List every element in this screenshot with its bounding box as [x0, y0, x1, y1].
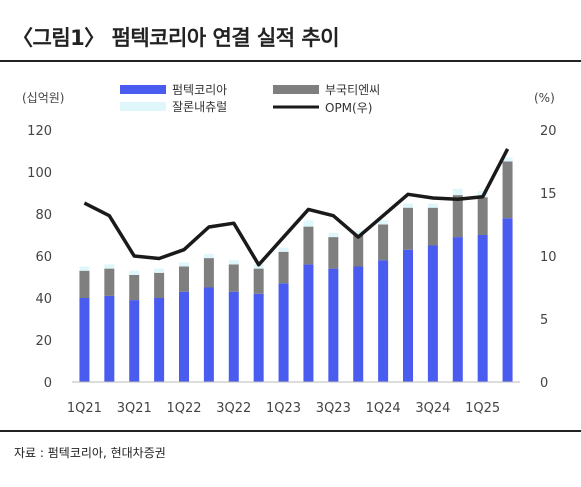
bar-segment-3	[129, 270, 140, 275]
bar-segment-1	[477, 235, 488, 382]
right-tick-label: 20	[540, 124, 557, 139]
bar-segment-1	[378, 260, 389, 382]
left-tick-label: 60	[35, 250, 52, 265]
bar-segment-3	[452, 188, 463, 196]
bar-segment-2	[129, 274, 140, 301]
x-axis: 1Q21 3Q21 1Q22 3Q22 1Q23 3Q23 1Q24 3Q24 1Q25	[67, 401, 500, 416]
legend-swatch-jalon	[120, 102, 166, 111]
bar-segment-2	[452, 195, 463, 238]
left-tick-label: 0	[44, 376, 52, 391]
bar-segment-2	[378, 224, 389, 261]
bar-segment-3	[179, 262, 189, 267]
right-axis-unit: (%)	[534, 91, 555, 105]
bar-segment-1	[203, 287, 214, 382]
bar-segment-1	[278, 283, 289, 382]
bar-segment-1	[502, 218, 513, 382]
bar-segment-2	[228, 264, 239, 292]
bar-segment-2	[303, 226, 314, 265]
bar-segment-1	[179, 291, 189, 382]
legend: 펌텍코리아 부국티엔씨 잘론내츄럴 OPM(우)	[120, 83, 380, 115]
x-tick-label: 1Q23	[266, 401, 301, 416]
bar-segment-1	[353, 266, 364, 382]
bar-segment-2	[278, 251, 289, 284]
left-tick-label: 120	[27, 124, 52, 139]
bar-segment-3	[328, 232, 339, 238]
x-tick-label: 1Q21	[67, 401, 102, 416]
legend-label-pumtech: 펌텍코리아	[172, 83, 227, 97]
x-tick-label: 3Q22	[216, 401, 251, 416]
left-axis-unit: (십억원)	[22, 91, 64, 105]
bar-segment-2	[104, 268, 115, 296]
bar-segment-2	[353, 235, 364, 267]
chart-title: 〈그림1〉 펌텍코리아 연결 실적 추이	[12, 26, 340, 50]
bar-segment-2	[253, 268, 264, 294]
right-tick-label: 15	[540, 187, 557, 202]
left-tick-label: 20	[35, 334, 52, 349]
bar-segment-1	[154, 298, 165, 382]
bar-segment-3	[203, 253, 214, 259]
bar-segment-1	[253, 293, 264, 382]
bottom-divider	[0, 430, 581, 432]
bar-segment-3	[502, 157, 513, 162]
bar-segment-2	[477, 197, 488, 235]
x-tick-label: 3Q21	[117, 401, 152, 416]
bar-segment-3	[104, 264, 115, 269]
x-tick-label: 1Q24	[366, 401, 401, 416]
legend-swatch-pumtech	[120, 85, 166, 94]
bar-segment-3	[154, 268, 165, 273]
bar-segment-1	[403, 249, 413, 382]
legend-label-opm: OPM(우)	[325, 101, 372, 115]
x-tick-label: 1Q25	[465, 401, 500, 416]
right-tick-label: 5	[540, 313, 548, 328]
legend-label-jalon: 잘론내츄럴	[172, 100, 227, 114]
bar-segment-2	[403, 207, 413, 250]
right-tick-label: 0	[540, 376, 548, 391]
bar-segment-1	[129, 300, 140, 382]
top-divider	[0, 60, 581, 62]
bar-segment-3	[278, 247, 289, 252]
bar-segment-3	[79, 266, 90, 271]
bar-segment-2	[328, 237, 339, 269]
left-tick-label: 100	[27, 166, 52, 181]
bar-segment-1	[104, 295, 115, 382]
bar-segment-3	[403, 203, 413, 208]
x-tick-label: 1Q22	[166, 401, 201, 416]
left-tick-label: 40	[35, 292, 52, 307]
bar-segment-2	[154, 272, 165, 298]
bar-segment-3	[228, 260, 239, 265]
bar-segment-3	[427, 203, 438, 208]
bar-segment-1	[303, 264, 314, 382]
bar-segment-1	[452, 237, 463, 382]
opm-line-series	[83, 148, 510, 267]
opm-line	[83, 148, 510, 267]
right-axis: 0 5 10 15 20	[540, 124, 557, 391]
bar-segment-2	[79, 270, 90, 298]
stacked-bar-line-chart: (십억원) (%) 펌텍코리아 부국티엔씨 잘론내츄럴 OPM(우) 0 20 40…	[22, 83, 557, 416]
bar-segment-2	[427, 207, 438, 246]
source-note: 자료 : 펌텍코리아, 현대차증권	[14, 446, 166, 460]
bar-segment-1	[328, 268, 339, 382]
right-tick-label: 10	[540, 250, 557, 265]
bar-segment-3	[378, 220, 389, 225]
legend-label-buguk: 부국티엔씨	[325, 83, 380, 97]
x-tick-label: 3Q23	[316, 401, 351, 416]
bar-segment-3	[303, 220, 314, 227]
bar-segment-3	[353, 230, 364, 235]
bar-segment-2	[179, 266, 189, 292]
left-tick-label: 80	[35, 208, 52, 223]
legend-swatch-buguk	[273, 85, 319, 94]
bar-series	[79, 157, 513, 382]
bar-segment-1	[427, 245, 438, 382]
bar-segment-1	[228, 291, 239, 382]
bar-segment-2	[203, 258, 214, 288]
left-axis: 0 20 40 60 80 100 120	[27, 124, 52, 391]
bar-segment-1	[79, 298, 90, 382]
x-tick-label: 3Q24	[415, 401, 450, 416]
bar-segment-2	[502, 161, 513, 219]
